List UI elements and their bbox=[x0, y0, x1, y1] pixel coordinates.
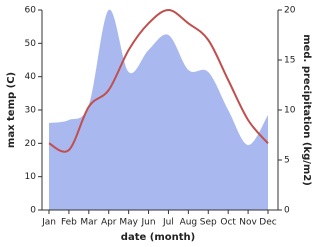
y-tick-label: 0 bbox=[30, 206, 36, 216]
y2-axis-label: med. precipitation (kg/m2) bbox=[301, 34, 312, 186]
y-tick-label: 50 bbox=[25, 39, 37, 49]
x-tick-label: May bbox=[119, 218, 138, 228]
x-axis-label: date (month) bbox=[121, 232, 195, 243]
x-tick-label: Oct bbox=[220, 218, 236, 228]
x-tick-label: Jul bbox=[162, 218, 174, 228]
y2-tick-label: 10 bbox=[284, 106, 296, 116]
precipitation-area bbox=[49, 9, 268, 211]
x-tick-label: Apr bbox=[101, 218, 117, 228]
y-tick-label: 30 bbox=[25, 106, 37, 116]
y2-tick-label: 5 bbox=[284, 156, 290, 166]
x-tick-label: Nov bbox=[239, 218, 257, 228]
x-tick-label: Dec bbox=[259, 218, 276, 228]
y-tick-label: 20 bbox=[25, 139, 37, 149]
y-axis-label: max temp (C) bbox=[6, 72, 17, 148]
temperature-line bbox=[48, 8, 269, 153]
x-tick-label: Aug bbox=[180, 218, 198, 228]
y2-tick-label: 20 bbox=[284, 6, 296, 16]
y-tick-label: 10 bbox=[25, 172, 37, 182]
y-tick-label: 40 bbox=[25, 72, 37, 82]
x-tick-label: Mar bbox=[80, 218, 97, 228]
y2-tick-label: 15 bbox=[284, 56, 295, 66]
x-tick-label: Jun bbox=[141, 218, 156, 228]
y-tick-label: 60 bbox=[25, 6, 37, 16]
y2-tick-label: 0 bbox=[284, 206, 290, 216]
x-tick-label: Jan bbox=[41, 218, 56, 228]
x-tick-label: Feb bbox=[61, 218, 77, 228]
x-tick-label: Sep bbox=[200, 218, 217, 228]
